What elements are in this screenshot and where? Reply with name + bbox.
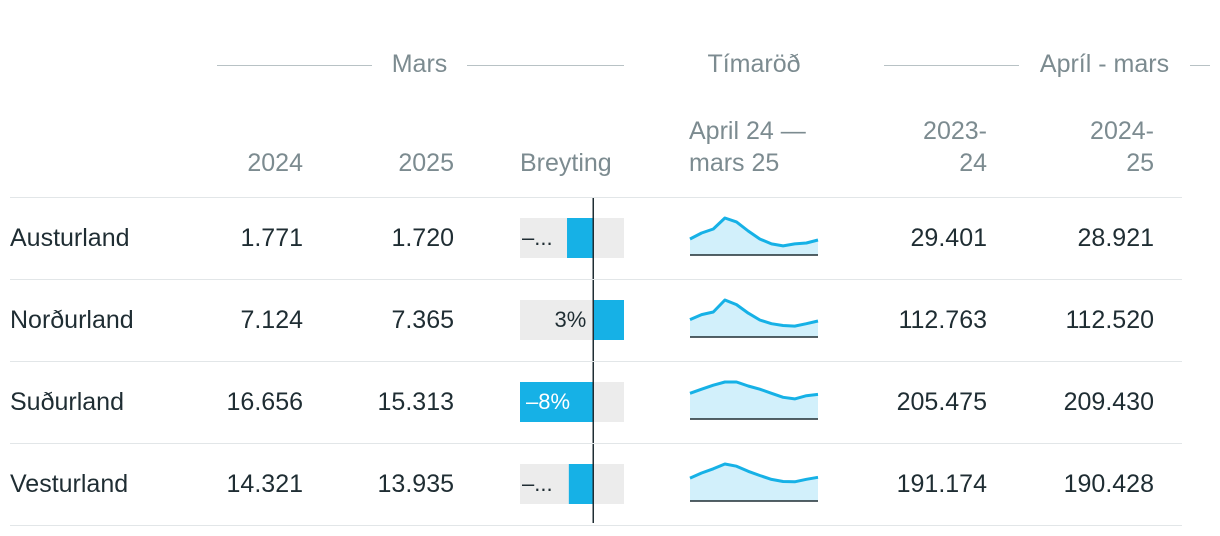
row-line [10, 279, 1182, 280]
column-header: 2024 [247, 149, 303, 177]
region: Norðurland [10, 306, 134, 334]
group-rule [1190, 65, 1210, 66]
column-header: 2023- [923, 117, 987, 145]
cell: 1.771 [240, 224, 303, 252]
change-label: –... [522, 225, 553, 250]
spark-line [689, 462, 819, 484]
region: Austurland [10, 224, 130, 252]
cell: 29.401 [910, 224, 987, 252]
cell: 1.720 [391, 224, 454, 252]
change-bar [567, 218, 594, 258]
region: Vesturland [10, 470, 129, 498]
row-line [10, 525, 1182, 526]
column-header: 24 [959, 149, 987, 177]
region: Suðurland [10, 388, 124, 416]
group-rule [467, 65, 624, 66]
cell: 7.124 [240, 306, 303, 334]
column-header: 25 [1126, 149, 1154, 177]
change-label: 3% [554, 307, 586, 332]
row-line [10, 361, 1182, 362]
row-line [10, 443, 1182, 444]
column-header: 2025 [398, 149, 454, 177]
cell: 209.430 [1063, 388, 1154, 416]
cell: 205.475 [896, 388, 987, 416]
change-bar [520, 382, 594, 422]
column-header: April 24 — [689, 117, 806, 145]
group-header: Apríl - mars [1039, 50, 1170, 78]
spark-area [690, 464, 818, 501]
cell: 7.365 [391, 306, 454, 334]
column-header: 2024- [1090, 117, 1154, 145]
group-header: Tímaröð [707, 50, 801, 78]
cell: 112.520 [1065, 306, 1154, 334]
column-header: Breyting [520, 149, 612, 177]
cell: 15.313 [377, 388, 454, 416]
spark-area [690, 300, 818, 337]
cell: 190.428 [1063, 470, 1154, 498]
change-bar [593, 300, 624, 340]
cell: 112.763 [898, 306, 987, 334]
change-bar [568, 464, 594, 504]
cell: 14.321 [226, 470, 303, 498]
spark-line [689, 216, 819, 248]
cell: 28.921 [1077, 224, 1154, 252]
row-line [10, 197, 1182, 198]
change-label: –... [522, 471, 553, 496]
spark-area [690, 382, 818, 419]
spark-line [689, 298, 819, 328]
cell: 16.656 [226, 388, 303, 416]
change-label: –8% [526, 389, 570, 414]
group-header: Mars [391, 50, 448, 78]
column-header: mars 25 [689, 149, 780, 177]
cell: 13.935 [377, 470, 454, 498]
spark-line [689, 380, 819, 401]
group-rule [217, 65, 372, 66]
cell: 191.174 [896, 470, 987, 498]
group-rule [884, 65, 1019, 66]
